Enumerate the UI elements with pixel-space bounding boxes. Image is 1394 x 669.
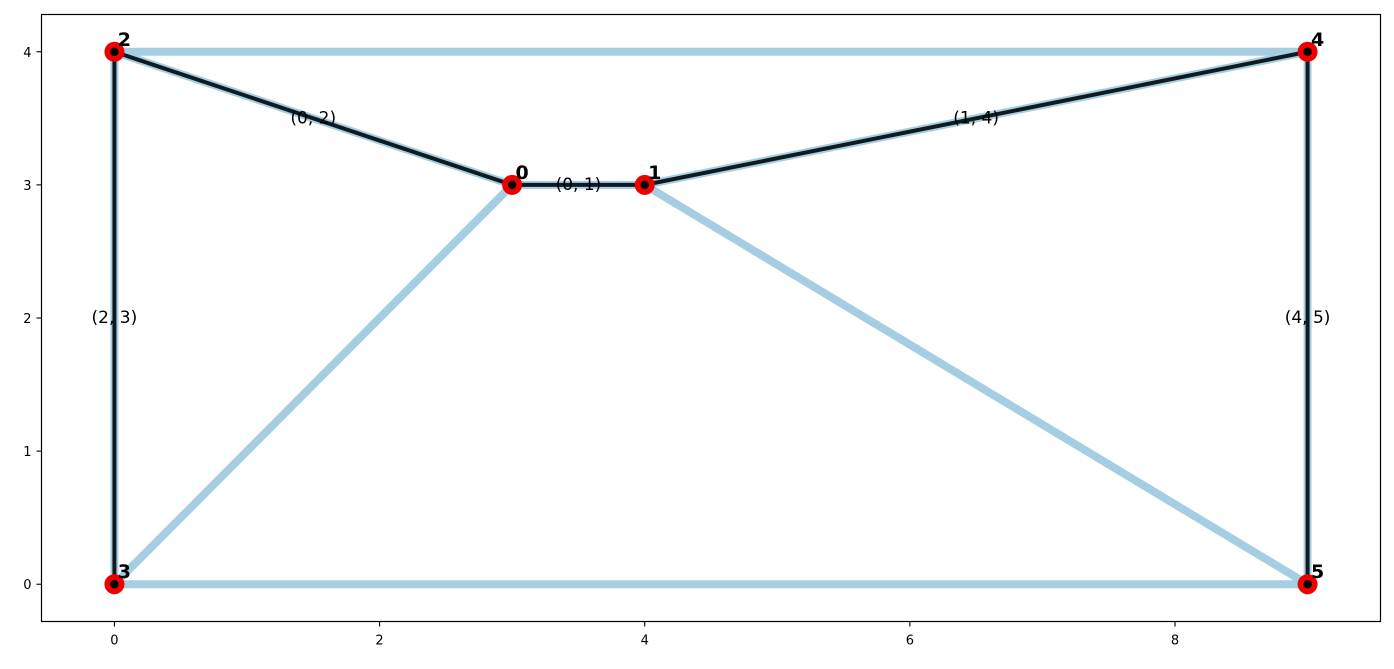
node-inner-marker [1303,580,1312,589]
node-1 [634,174,655,195]
x-axis: 0 2 4 6 8 [110,621,1179,649]
edge-label-1-4: (1, 4) [953,108,999,128]
node-label-4: 4 [1311,29,1324,51]
node-label-5: 5 [1311,561,1324,583]
highlighted-edge-0-2 [113,49,513,187]
edge-label-4-5: (4, 5) [1285,308,1331,328]
node-0 [502,174,523,195]
node-label-3: 3 [118,561,131,583]
node-3 [104,574,125,595]
node-5 [1297,574,1318,595]
edge-label-0-2: (0, 2) [290,108,336,128]
node-label-2: 2 [118,29,131,51]
highlighted-edges-layer [112,49,1310,585]
node-4 [1297,41,1318,62]
x-tick-label: 8 [1171,634,1179,649]
node-label-1: 1 [648,162,661,184]
highlighted-edge-1-4 [644,49,1308,187]
x-tick-label: 6 [906,634,914,649]
x-tick-label: 4 [641,634,649,649]
node-inner-marker [640,180,649,190]
y-axis: 0 1 2 3 4 [23,46,42,593]
y-tick-label: 2 [23,312,31,327]
edge-1-5 [642,181,1310,588]
node-labels-layer: 0 1 2 3 4 5 [118,29,1324,583]
edge-label-2-3: (2, 3) [92,308,138,328]
y-tick-label: 0 [23,578,31,593]
edge-label-0-1: (0, 1) [556,175,602,195]
x-tick-label: 0 [110,634,118,649]
node-inner-marker [110,47,119,56]
x-tick-label: 2 [375,634,383,649]
node-label-0: 0 [516,162,529,184]
node-inner-marker [507,180,517,190]
node-inner-marker [1303,47,1312,56]
y-tick-label: 1 [23,445,31,460]
node-inner-marker [110,580,119,589]
node-2 [104,41,125,62]
nodes-layer [104,41,1318,595]
edge-labels-layer: (0, 1) (0, 2) (1, 4) (2, 3) (4, 5) [92,108,1331,328]
edge-0-3 [111,182,515,588]
y-tick-label: 3 [23,179,31,194]
y-tick-label: 4 [23,46,31,61]
